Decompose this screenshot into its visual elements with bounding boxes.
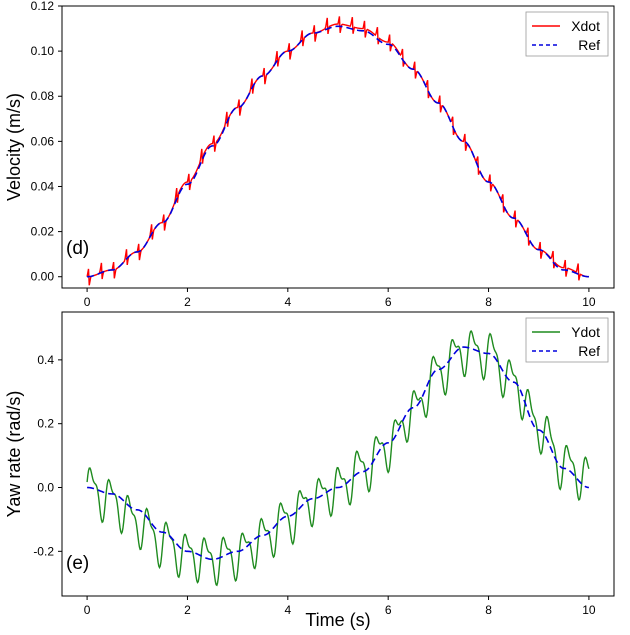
x-tick-label: 2 <box>184 295 191 309</box>
y-tick-label: 0.00 <box>31 270 55 284</box>
legend-label: Ref <box>578 37 600 53</box>
series-line-ydot <box>86 330 590 587</box>
y-tick-label: 0.12 <box>31 0 55 13</box>
x-tick-label: 8 <box>485 603 492 617</box>
chart-panel-e: 0 2 4 6 8 10 -0.2 0.0 0.2 0.4 Yaw rate (rad/s) Time… <box>4 311 615 630</box>
x-tick-label: 10 <box>582 603 596 617</box>
legend: Ydot Ref <box>525 317 609 363</box>
x-tick-label: 8 <box>485 295 492 309</box>
y-tick-label: 0.0 <box>37 481 54 495</box>
legend: Xdot Ref <box>525 11 609 57</box>
y-tick-label: 0.4 <box>37 353 54 367</box>
axes-frame <box>61 311 615 597</box>
axes-frame <box>61 5 615 289</box>
legend-label: Xdot <box>571 18 600 34</box>
y-axis-label: Yaw rate (rad/s) <box>4 391 24 518</box>
x-tick-label: 0 <box>84 295 91 309</box>
panel-tag: (d) <box>66 238 89 259</box>
panel-tag: (e) <box>66 553 89 574</box>
legend-box <box>525 317 609 363</box>
legend-label: Ydot <box>571 324 600 340</box>
y-tick-label: 0.08 <box>31 89 55 103</box>
y-tick-label: -0.2 <box>33 544 54 558</box>
series-line-ref <box>87 346 589 561</box>
y-tick-label: 0.04 <box>31 179 55 193</box>
x-tick-label: 0 <box>84 603 91 617</box>
legend-label: Ref <box>578 343 600 359</box>
y-tick-label: 0.2 <box>37 417 54 431</box>
y-tick-label: 0.10 <box>31 44 55 58</box>
x-tick-label: 6 <box>385 603 392 617</box>
x-tick-label: 10 <box>582 295 596 309</box>
y-tick-label: 0.02 <box>31 225 55 239</box>
y-tick-label: 0.06 <box>31 134 55 148</box>
x-tick-label: 2 <box>184 603 191 617</box>
x-axis-label: Time (s) <box>305 610 370 630</box>
series-line-ref <box>87 25 589 278</box>
legend-box <box>525 11 609 57</box>
y-axis-label: Velocity (m/s) <box>4 93 24 201</box>
x-tick-label: 4 <box>284 295 291 309</box>
chart-panel-d: 0 2 4 6 8 10 0.00 0.02 0.04 0.06 0.08 0.10 0.12 Veloc… <box>4 0 615 309</box>
x-tick-label: 4 <box>284 603 291 617</box>
series-line-xdot <box>86 16 589 286</box>
x-tick-label: 6 <box>385 295 392 309</box>
